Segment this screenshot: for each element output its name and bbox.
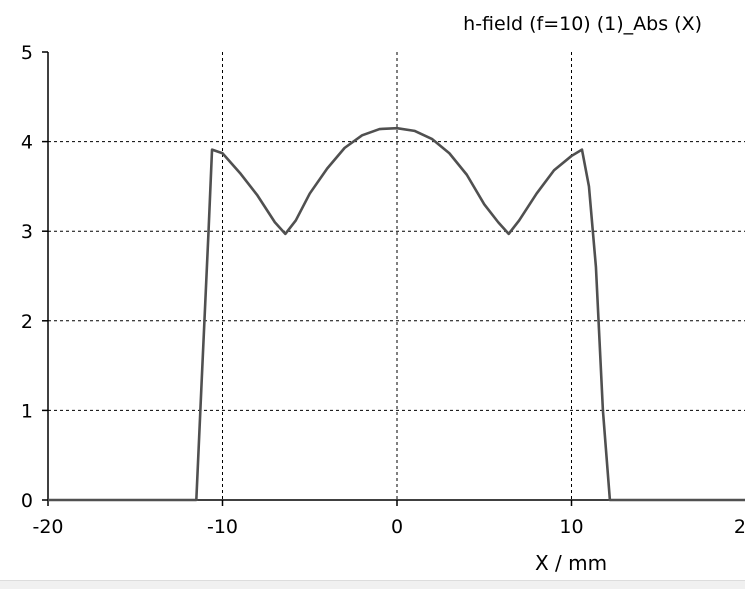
x-axis-label: X / mm (535, 551, 607, 575)
status-strip (0, 580, 745, 589)
axes (42, 51, 745, 506)
x-tick-label-4: 20 (734, 516, 745, 538)
tick-labels: 0 1 2 3 4 5 -20 -10 0 10 20 (21, 42, 745, 538)
y-tick-label-4: 4 (21, 132, 33, 154)
y-tick-label-0: 0 (21, 490, 33, 512)
chart-title: h-field (f=10) (1)_Abs (X) (463, 13, 702, 35)
y-tick-label-1: 1 (21, 400, 33, 422)
y-tick-label-5: 5 (21, 42, 33, 64)
y-tick-label-3: 3 (21, 221, 33, 243)
series-group (48, 126, 745, 502)
series-line-0 (48, 126, 745, 502)
x-tick-label-2: 0 (391, 516, 403, 538)
x-tick-label-0: -20 (32, 516, 63, 538)
y-tick-label-2: 2 (21, 311, 33, 333)
grid-lines (48, 52, 745, 500)
x-tick-label-3: 10 (559, 516, 583, 538)
x-tick-label-1: -10 (207, 516, 238, 538)
